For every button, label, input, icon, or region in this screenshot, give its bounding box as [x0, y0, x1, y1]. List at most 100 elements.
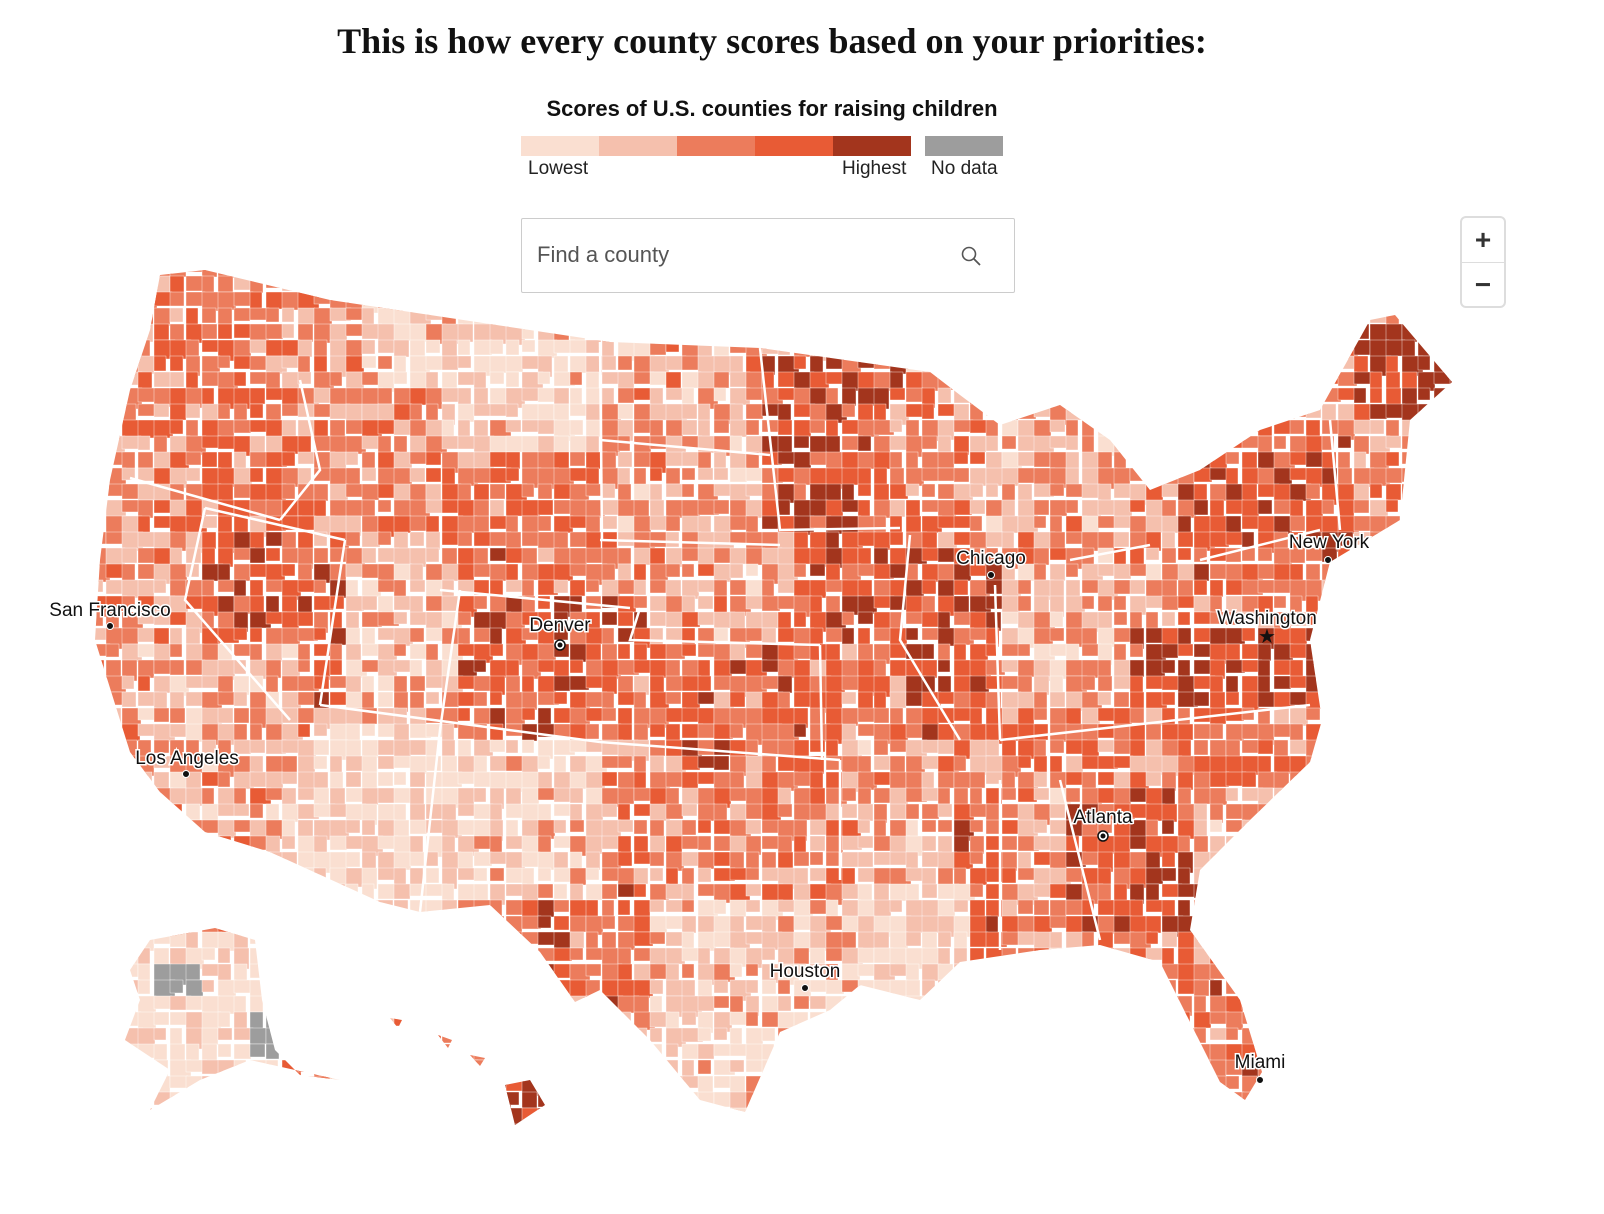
county-cell[interactable] [425, 563, 444, 582]
county-cell[interactable] [969, 867, 988, 886]
county-cell[interactable] [1433, 563, 1452, 580]
county-cell[interactable] [905, 467, 925, 487]
county-cell[interactable] [1097, 563, 1115, 577]
county-cell[interactable] [873, 291, 894, 310]
county-cell[interactable] [1433, 691, 1454, 705]
county-cell[interactable] [153, 1011, 170, 1026]
county-cell[interactable] [1385, 963, 1407, 984]
county-cell[interactable] [729, 451, 747, 471]
county-cell[interactable] [297, 659, 311, 673]
county-cell[interactable] [265, 659, 282, 679]
county-cell[interactable] [761, 1107, 782, 1127]
county-cell[interactable] [233, 1011, 248, 1031]
county-cell[interactable] [777, 291, 798, 306]
county-cell[interactable] [265, 323, 284, 340]
county-cell[interactable] [90, 403, 104, 420]
county-cell[interactable] [1289, 499, 1304, 519]
county-cell[interactable] [1033, 1027, 1054, 1046]
county-cell[interactable] [441, 291, 464, 310]
county-cell[interactable] [329, 835, 348, 851]
county-cell[interactable] [489, 275, 512, 298]
county-cell[interactable] [633, 1091, 656, 1107]
county-cell[interactable] [1433, 323, 1452, 344]
county-cell[interactable] [297, 339, 313, 358]
county-cell[interactable] [969, 339, 990, 359]
county-cell[interactable] [1145, 963, 1162, 978]
county-cell[interactable] [1321, 339, 1339, 358]
county-cell[interactable] [1177, 1011, 1191, 1026]
county-cell[interactable] [249, 275, 264, 294]
county-cell[interactable] [1353, 787, 1376, 810]
county-cell[interactable] [953, 1107, 970, 1128]
county-cell[interactable] [121, 723, 141, 742]
county-cell[interactable] [1193, 1091, 1208, 1107]
county-cell[interactable] [1369, 963, 1389, 979]
county-cell[interactable] [1321, 739, 1337, 756]
county-cell[interactable] [1065, 1075, 1079, 1091]
county-cell[interactable] [329, 771, 344, 790]
county-cell[interactable] [1321, 323, 1344, 344]
county-cell[interactable] [233, 803, 250, 817]
county-cell[interactable] [969, 355, 989, 375]
county-cell[interactable] [1225, 915, 1247, 938]
county-cell[interactable] [1033, 260, 1056, 282]
county-cell[interactable] [90, 483, 109, 497]
county-cell[interactable] [1305, 931, 1319, 946]
county-cell[interactable] [1033, 819, 1048, 834]
county-cell[interactable] [793, 1059, 807, 1075]
county-cell[interactable] [473, 867, 488, 882]
county-cell[interactable] [1177, 339, 1197, 354]
county-cell[interactable] [457, 691, 477, 707]
county-cell[interactable] [1241, 419, 1259, 433]
county-cell[interactable] [121, 627, 139, 645]
county-cell[interactable] [1257, 1123, 1272, 1140]
county-cell[interactable] [1353, 867, 1374, 888]
county-cell[interactable] [713, 307, 735, 330]
county-cell[interactable] [1417, 467, 1431, 489]
county-cell[interactable] [1113, 947, 1133, 969]
county-cell[interactable] [1433, 260, 1455, 277]
county-cell[interactable] [569, 1123, 586, 1139]
county-cell[interactable] [745, 291, 766, 309]
county-cell[interactable] [537, 995, 551, 1016]
county-cell[interactable] [377, 339, 395, 354]
county-cell[interactable] [1369, 979, 1388, 1001]
county-cell[interactable] [857, 323, 878, 344]
county-cell[interactable] [953, 1123, 970, 1139]
county-cell[interactable] [297, 579, 316, 593]
county-cell[interactable] [1209, 291, 1225, 306]
county-cell[interactable] [233, 595, 252, 615]
county-cell[interactable] [313, 723, 328, 737]
county-cell[interactable] [1353, 1123, 1373, 1140]
county-cell[interactable] [1049, 483, 1065, 497]
county-cell[interactable] [425, 307, 444, 321]
county-cell[interactable] [457, 275, 471, 295]
county-cell[interactable] [777, 803, 793, 818]
county-cell[interactable] [233, 1123, 249, 1142]
county-cell[interactable] [921, 531, 938, 551]
county-cell[interactable] [489, 691, 503, 706]
county-cell[interactable] [393, 947, 416, 970]
county-cell[interactable] [1081, 931, 1095, 952]
county-cell[interactable] [217, 915, 232, 934]
county-cell[interactable] [617, 787, 635, 805]
county-cell[interactable] [1273, 579, 1293, 594]
county-cell[interactable] [313, 275, 327, 290]
county-cell[interactable] [361, 883, 375, 901]
county-cell[interactable] [489, 899, 503, 922]
county-cell[interactable] [889, 691, 907, 709]
county-cell[interactable] [313, 979, 331, 999]
county-cell[interactable] [1161, 451, 1175, 467]
county-cell[interactable] [1241, 915, 1262, 932]
county-cell[interactable] [745, 387, 765, 401]
county-cell[interactable] [393, 260, 408, 279]
county-cell[interactable] [473, 1059, 494, 1081]
county-cell[interactable] [377, 531, 392, 546]
county-cell[interactable] [1401, 883, 1416, 897]
county-cell[interactable] [1369, 851, 1391, 873]
county-cell[interactable] [169, 643, 183, 658]
county-cell[interactable] [1177, 627, 1192, 646]
county-cell[interactable] [761, 979, 777, 995]
county-cell[interactable] [1417, 307, 1438, 322]
county-cell[interactable] [617, 1107, 631, 1129]
